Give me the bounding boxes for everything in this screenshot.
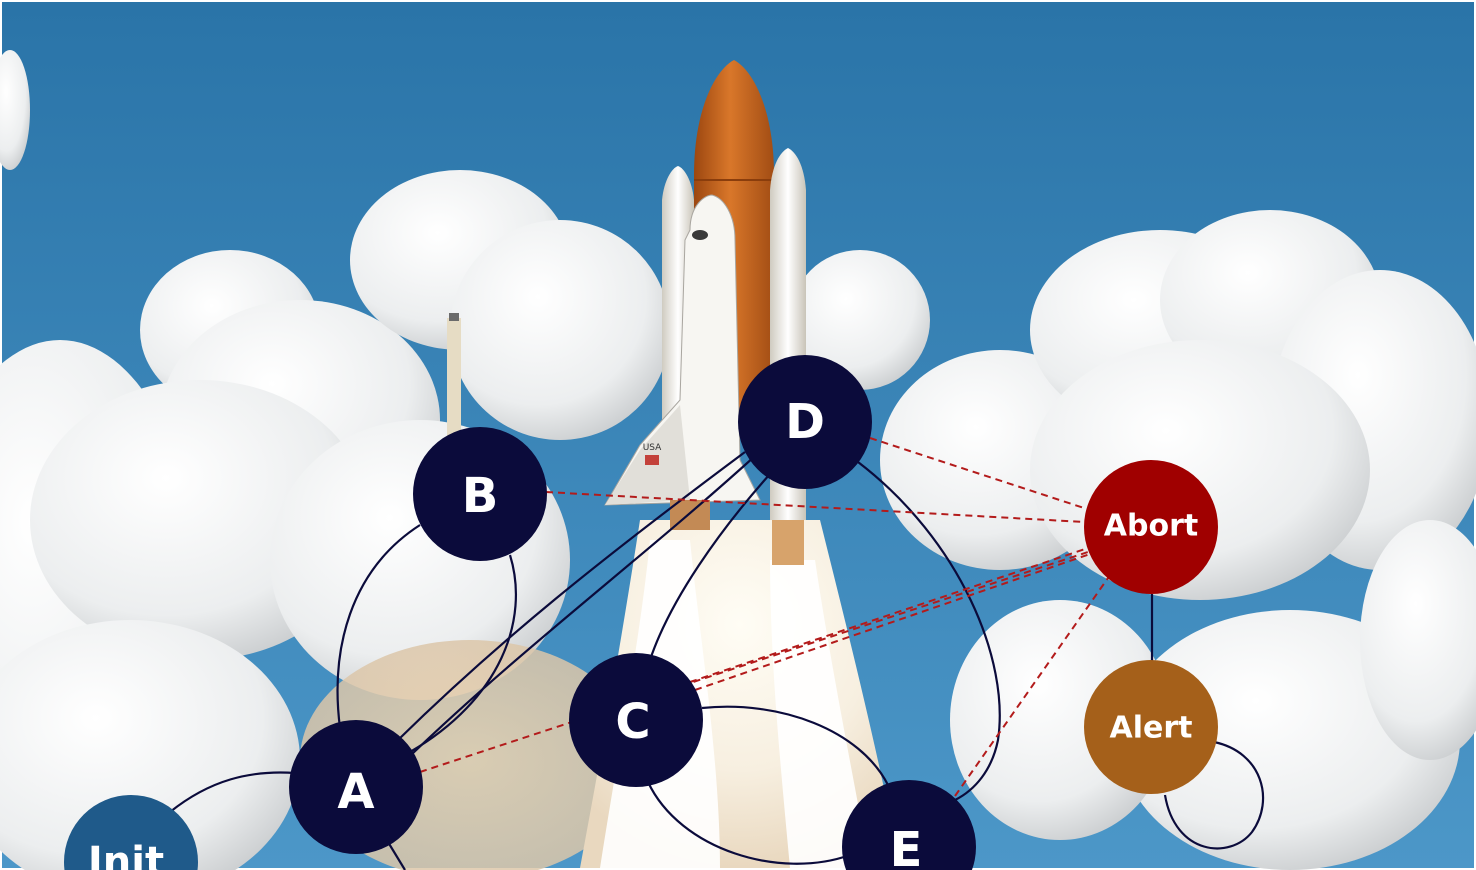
edge-a-to-d-2 xyxy=(409,455,756,757)
node-b-label: B xyxy=(462,468,499,524)
node-init[interactable]: Init xyxy=(64,795,198,870)
tower-top xyxy=(449,313,459,321)
edge-e-to-abort xyxy=(954,577,1109,797)
exhaust-plume-right xyxy=(770,560,870,868)
edge-d-to-e xyxy=(857,461,1001,801)
edge-a-offscreen xyxy=(387,841,406,870)
node-d[interactable]: D xyxy=(738,355,872,489)
orbiter-window xyxy=(692,230,708,240)
edge-d-to-abort xyxy=(869,437,1085,509)
node-init-label: Init xyxy=(88,839,164,870)
edge-init-to-a xyxy=(169,771,296,813)
node-a-label: A xyxy=(337,764,374,820)
node-c[interactable]: C xyxy=(569,653,703,787)
node-a[interactable]: A xyxy=(289,720,423,854)
node-abort[interactable]: Abort xyxy=(1084,460,1218,594)
node-alert-label: Alert xyxy=(1110,711,1193,746)
node-d-label: D xyxy=(785,394,825,450)
solid-edges xyxy=(169,451,1265,870)
edge-b-to-abort xyxy=(545,491,1085,523)
edge-a-to-b xyxy=(336,524,421,729)
node-alert[interactable]: Alert xyxy=(1084,660,1218,794)
nodes: Init A B C D E Abort Alert xyxy=(64,355,1218,870)
edge-c-to-e xyxy=(701,705,889,786)
node-abort-label: Abort xyxy=(1104,509,1198,544)
edge-alert-self-loop xyxy=(1163,740,1265,850)
right-booster-nozzle xyxy=(772,520,804,565)
node-e-label: E xyxy=(890,822,923,870)
node-e[interactable]: E xyxy=(842,780,976,870)
orbiter-text: USA xyxy=(643,443,662,453)
dashed-edges xyxy=(419,437,1109,797)
edge-c-to-abort-1 xyxy=(689,547,1089,683)
edge-a-to-abort xyxy=(419,551,1089,773)
edge-e-to-c xyxy=(647,781,851,865)
edge-d-to-c xyxy=(648,473,771,661)
launch-tower xyxy=(447,318,461,448)
orbiter-flag xyxy=(645,455,659,465)
node-c-label: C xyxy=(615,694,650,750)
edge-c-to-abort-2 xyxy=(694,553,1091,691)
node-b[interactable]: B xyxy=(413,427,547,561)
edge-a-to-d-1 xyxy=(397,451,746,741)
edge-b-to-a xyxy=(409,554,517,753)
